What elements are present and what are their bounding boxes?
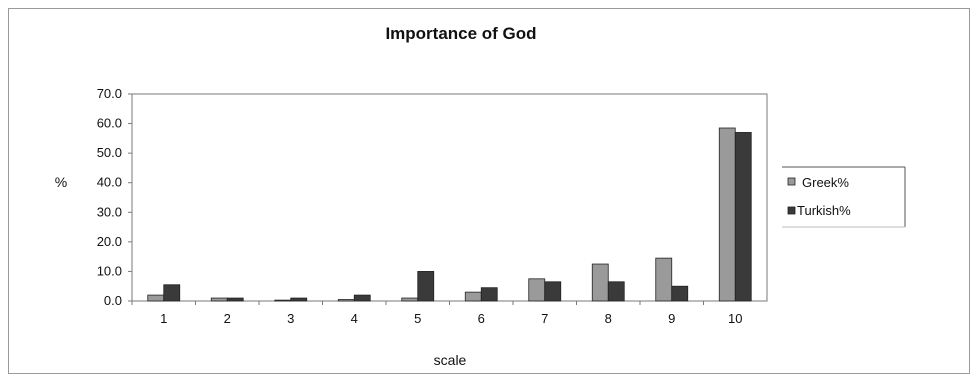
x-tick-label: 2 (224, 311, 231, 326)
x-axis-ticks: 1 2 3 4 5 6 7 8 9 10 (131, 301, 742, 326)
y-tick-label: 30.0 (97, 204, 122, 219)
bar-turkish-5 (417, 271, 435, 302)
bar-turkish-2 (226, 297, 244, 302)
legend-swatch-greek (787, 177, 796, 186)
x-tick-label: 5 (414, 311, 421, 326)
y-tick-label: 70.0 (97, 86, 122, 101)
bar-turkish-10 (734, 132, 752, 302)
bar-greek-7 (528, 278, 546, 302)
bar-turkish-7 (544, 281, 562, 302)
x-tick-label: 6 (478, 311, 485, 326)
chart-title: Importance of God (385, 24, 536, 43)
x-tick-label: 10 (728, 311, 742, 326)
legend-swatch-turkish (787, 206, 796, 215)
legend-label-greek: Greek% (802, 175, 849, 190)
x-tick-label: 8 (605, 311, 612, 326)
y-tick-label: 0.0 (104, 293, 122, 308)
bar-greek-4 (337, 299, 355, 302)
bar-greek-5 (401, 297, 419, 302)
legend: Greek% Turkish% (782, 166, 906, 228)
x-axis-label: scale (434, 352, 467, 368)
bar-greek-6 (464, 291, 482, 302)
x-tick-label: 4 (351, 311, 358, 326)
bar-turkish-3 (290, 297, 308, 302)
y-tick-label: 40.0 (97, 175, 122, 190)
bar-turkish-8 (607, 281, 625, 302)
legend-label-turkish: Turkish% (797, 203, 851, 218)
bar-turkish-1 (163, 284, 181, 302)
bar-greek-1 (147, 294, 165, 302)
bars (147, 127, 752, 302)
bar-greek-9 (655, 257, 673, 302)
bar-greek-8 (591, 263, 609, 302)
bar-turkish-4 (353, 294, 371, 302)
y-axis-ticks: 0.0 10.0 20.0 30.0 40.0 50.0 60.0 70.0 (97, 86, 132, 308)
x-tick-label: 7 (541, 311, 548, 326)
x-tick-label: 3 (287, 311, 294, 326)
y-tick-label: 50.0 (97, 145, 122, 160)
bar-greek-2 (210, 297, 228, 302)
bar-turkish-6 (480, 287, 498, 302)
bar-greek-10 (718, 127, 736, 302)
y-tick-label: 10.0 (97, 263, 122, 278)
x-tick-label: 1 (160, 311, 167, 326)
bar-chart: Importance of God % scale 0.010.020.030.… (55, 24, 906, 368)
y-tick-label: 20.0 (97, 234, 122, 249)
bar-greek-3 (274, 299, 292, 302)
x-tick-label: 9 (668, 311, 675, 326)
y-tick-label: 60.0 (97, 116, 122, 131)
y-axis-label: % (55, 174, 67, 190)
chart-frame: Importance of God % scale 0.0 10.0 20.0 30.… (8, 8, 970, 374)
bar-turkish-9 (671, 285, 689, 302)
